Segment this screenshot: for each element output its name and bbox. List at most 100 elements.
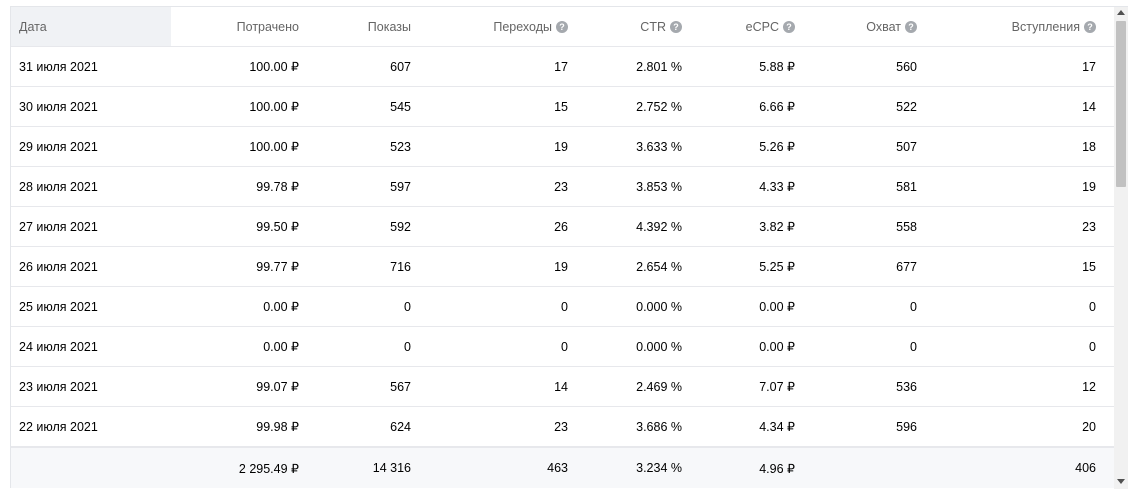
cell-ecpc: 0.00 ₽: [759, 340, 795, 354]
vertical-scrollbar[interactable]: [1114, 7, 1128, 489]
scroll-up-arrow-icon[interactable]: [1117, 10, 1125, 15]
header-joins-label: Вступления: [1011, 19, 1080, 34]
cell-joins: 18: [1082, 139, 1096, 154]
cell-impressions: 567: [390, 379, 411, 394]
cell-date: 31 июля 2021: [19, 59, 98, 74]
table-row: 23 июля 2021 99.07 ₽ 567 14 2.469 % 7.07 ₽ 536…: [11, 367, 1115, 407]
cell-ecpc: 4.34 ₽: [759, 420, 795, 434]
totals-row: 2 295.49 ₽ 14 316 463 3.234 % 4.96 ₽ 406: [11, 447, 1115, 488]
total-clicks: 463: [547, 461, 568, 475]
table-row: 29 июля 2021 100.00 ₽ 523 19 3.633 % 5.26 ₽ 50…: [11, 127, 1115, 167]
header-date[interactable]: Дата: [11, 7, 171, 46]
scroll-down-arrow-icon[interactable]: [1117, 479, 1125, 484]
header-reach[interactable]: Охват?: [805, 7, 927, 46]
cell-clicks: 19: [554, 139, 568, 154]
help-icon[interactable]: ?: [556, 20, 568, 33]
total-joins: 406: [1075, 461, 1096, 475]
cell-joins: 15: [1082, 259, 1096, 274]
cell-clicks: 23: [554, 419, 568, 434]
total-ctr: 3.234 %: [636, 461, 682, 475]
header-clicks-label: Переходы: [493, 19, 552, 34]
cell-reach: 596: [896, 419, 917, 434]
cell-spent: 99.78 ₽: [256, 180, 299, 194]
help-icon[interactable]: ?: [905, 20, 917, 33]
cell-ctr: 3.686 %: [636, 419, 682, 434]
cell-date: 22 июля 2021: [19, 419, 98, 434]
cell-date: 24 июля 2021: [19, 339, 98, 354]
cell-impressions: 607: [390, 59, 411, 74]
cell-date: 25 июля 2021: [19, 299, 98, 314]
header-impressions-label: Показы: [367, 19, 411, 34]
cell-ecpc: 5.25 ₽: [759, 260, 795, 274]
total-ecpc: 4.96 ₽: [759, 461, 795, 476]
cell-date: 29 июля 2021: [19, 139, 98, 154]
stats-table: Дата Потрачено Показы Переходы? CTR? eCP…: [10, 6, 1128, 489]
cell-ecpc: 0.00 ₽: [759, 300, 795, 314]
cell-joins: 0: [1089, 339, 1096, 354]
cell-joins: 17: [1082, 59, 1096, 74]
cell-date: 28 июля 2021: [19, 179, 98, 194]
cell-ctr: 2.469 %: [636, 379, 682, 394]
header-ctr-label: CTR: [640, 19, 666, 34]
cell-ecpc: 5.88 ₽: [759, 60, 795, 74]
table-row: 26 июля 2021 99.77 ₽ 716 19 2.654 % 5.25 ₽ 677…: [11, 247, 1115, 287]
cell-reach: 0: [910, 299, 917, 314]
cell-ecpc: 3.82 ₽: [759, 220, 795, 234]
cell-ecpc: 6.66 ₽: [759, 100, 795, 114]
cell-joins: 0: [1089, 299, 1096, 314]
header-ctr[interactable]: CTR?: [578, 7, 692, 46]
cell-ctr: 3.853 %: [636, 179, 682, 194]
cell-reach: 0: [910, 339, 917, 354]
cell-clicks: 17: [554, 59, 568, 74]
cell-spent: 100.00 ₽: [249, 60, 299, 74]
cell-clicks: 0: [561, 299, 568, 314]
stats-grid: Дата Потрачено Показы Переходы? CTR? eCP…: [11, 7, 1115, 488]
cell-clicks: 19: [554, 259, 568, 274]
cell-ctr: 2.654 %: [636, 259, 682, 274]
cell-impressions: 523: [390, 139, 411, 154]
cell-reach: 560: [896, 59, 917, 74]
totals-date-cell: [11, 448, 171, 488]
cell-clicks: 0: [561, 339, 568, 354]
cell-ctr: 4.392 %: [636, 219, 682, 234]
cell-spent: 99.07 ₽: [256, 380, 299, 394]
cell-ecpc: 4.33 ₽: [759, 180, 795, 194]
header-spent[interactable]: Потрачено: [171, 7, 309, 46]
cell-ecpc: 5.26 ₽: [759, 140, 795, 154]
scrollbar-thumb[interactable]: [1116, 21, 1126, 187]
cell-clicks: 14: [554, 379, 568, 394]
header-ecpc[interactable]: eCPC?: [692, 7, 805, 46]
header-reach-label: Охват: [866, 19, 901, 34]
header-ecpc-label: eCPC: [745, 19, 779, 34]
table-row: 28 июля 2021 99.78 ₽ 597 23 3.853 % 4.33 ₽ 581…: [11, 167, 1115, 207]
header-joins[interactable]: Вступления?: [927, 7, 1106, 46]
cell-spent: 99.50 ₽: [256, 220, 299, 234]
help-icon[interactable]: ?: [783, 20, 795, 33]
cell-reach: 581: [896, 179, 917, 194]
cell-joins: 20: [1082, 419, 1096, 434]
table-row: 31 июля 2021 100.00 ₽ 607 17 2.801 % 5.88 ₽ 56…: [11, 47, 1115, 87]
cell-impressions: 597: [390, 179, 411, 194]
table-row: 22 июля 2021 99.98 ₽ 624 23 3.686 % 4.34 ₽ 596…: [11, 407, 1115, 447]
cell-impressions: 545: [390, 99, 411, 114]
header-impressions[interactable]: Показы: [309, 7, 421, 46]
total-spent: 2 295.49 ₽: [238, 461, 299, 476]
cell-spent: 99.98 ₽: [256, 420, 299, 434]
cell-impressions: 0: [404, 299, 411, 314]
help-icon[interactable]: ?: [670, 20, 682, 33]
cell-impressions: 624: [390, 419, 411, 434]
cell-joins: 12: [1082, 379, 1096, 394]
header-clicks[interactable]: Переходы?: [421, 7, 578, 46]
cell-spent: 100.00 ₽: [249, 140, 299, 154]
cell-date: 23 июля 2021: [19, 379, 98, 394]
cell-reach: 677: [896, 259, 917, 274]
cell-ctr: 2.801 %: [636, 59, 682, 74]
total-reach: [805, 448, 927, 488]
cell-impressions: 592: [390, 219, 411, 234]
cell-reach: 507: [896, 139, 917, 154]
cell-joins: 14: [1082, 99, 1096, 114]
table-row: 24 июля 2021 0.00 ₽ 0 0 0.000 % 0.00 ₽ 0 0: [11, 327, 1115, 367]
cell-spent: 99.77 ₽: [256, 260, 299, 274]
help-icon[interactable]: ?: [1084, 20, 1096, 33]
cell-reach: 536: [896, 379, 917, 394]
